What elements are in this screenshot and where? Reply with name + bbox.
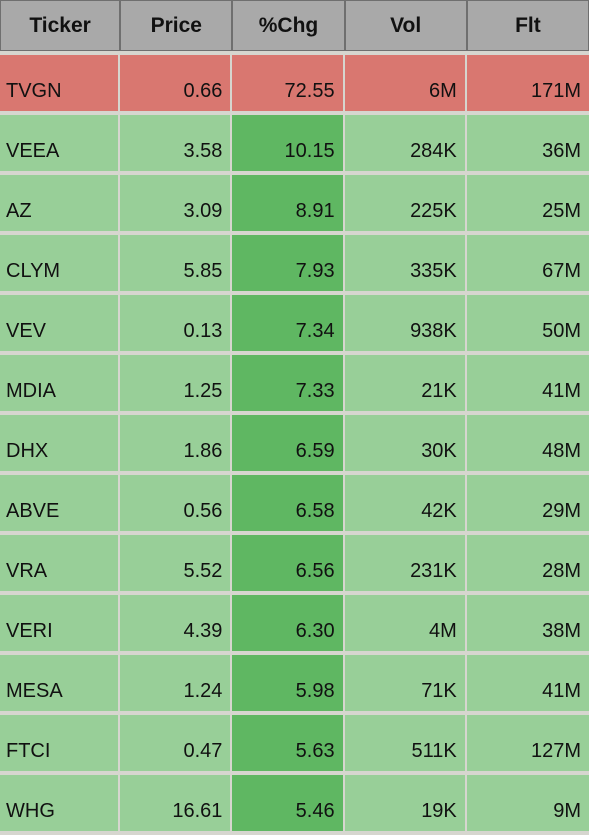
- table-row[interactable]: VRA5.526.56231K28M: [0, 531, 589, 591]
- table-row[interactable]: ABVE0.566.5842K29M: [0, 471, 589, 531]
- cell-ticker: VRA: [0, 531, 120, 591]
- cell-ticker: TVGN: [0, 51, 120, 111]
- col-header-price[interactable]: Price: [120, 0, 232, 51]
- cell-ticker: CLYM: [0, 231, 120, 291]
- cell-flt: 127M: [467, 711, 589, 771]
- cell-chg: 7.33: [232, 351, 344, 411]
- cell-ticker: AZ: [0, 171, 120, 231]
- cell-chg: 6.58: [232, 471, 344, 531]
- cell-ticker: VERI: [0, 591, 120, 651]
- cell-flt: 41M: [467, 351, 589, 411]
- cell-ticker: FTCI: [0, 711, 120, 771]
- cell-price: 3.58: [120, 111, 232, 171]
- col-header-chg[interactable]: %Chg: [232, 0, 344, 51]
- table-row[interactable]: TVGN0.6672.556M171M: [0, 51, 589, 111]
- cell-vol: 21K: [345, 351, 467, 411]
- table-row[interactable]: WHG16.615.4619K9M: [0, 771, 589, 831]
- cell-flt: 38M: [467, 591, 589, 651]
- cell-price: 1.86: [120, 411, 232, 471]
- cell-flt: 29M: [467, 471, 589, 531]
- col-header-vol[interactable]: Vol: [345, 0, 467, 51]
- cell-chg: 6.59: [232, 411, 344, 471]
- table-row[interactable]: AZ3.098.91225K25M: [0, 171, 589, 231]
- cell-flt: 50M: [467, 291, 589, 351]
- cell-vol: 938K: [345, 291, 467, 351]
- cell-flt: 67M: [467, 231, 589, 291]
- cell-vol: 335K: [345, 231, 467, 291]
- cell-vol: 4M: [345, 591, 467, 651]
- table-body: TVGN0.6672.556M171MVEEA3.5810.15284K36MA…: [0, 51, 589, 831]
- cell-price: 0.66: [120, 51, 232, 111]
- cell-ticker: WHG: [0, 771, 120, 831]
- cell-chg: 72.55: [232, 51, 344, 111]
- cell-vol: 71K: [345, 651, 467, 711]
- cell-ticker: VEV: [0, 291, 120, 351]
- cell-chg: 10.15: [232, 111, 344, 171]
- cell-flt: 41M: [467, 651, 589, 711]
- table-row[interactable]: CLYM5.857.93335K67M: [0, 231, 589, 291]
- cell-vol: 42K: [345, 471, 467, 531]
- cell-price: 0.47: [120, 711, 232, 771]
- table-row[interactable]: VEV0.137.34938K50M: [0, 291, 589, 351]
- cell-vol: 511K: [345, 711, 467, 771]
- cell-price: 16.61: [120, 771, 232, 831]
- cell-ticker: MDIA: [0, 351, 120, 411]
- cell-chg: 7.34: [232, 291, 344, 351]
- cell-flt: 171M: [467, 51, 589, 111]
- cell-vol: 30K: [345, 411, 467, 471]
- col-header-flt[interactable]: Flt: [467, 0, 589, 51]
- cell-price: 5.85: [120, 231, 232, 291]
- cell-price: 5.52: [120, 531, 232, 591]
- cell-chg: 5.63: [232, 711, 344, 771]
- cell-vol: 225K: [345, 171, 467, 231]
- cell-ticker: VEEA: [0, 111, 120, 171]
- cell-flt: 48M: [467, 411, 589, 471]
- stock-table: TickerPrice%ChgVolFlt TVGN0.6672.556M171…: [0, 0, 589, 831]
- cell-vol: 231K: [345, 531, 467, 591]
- cell-chg: 8.91: [232, 171, 344, 231]
- cell-ticker: ABVE: [0, 471, 120, 531]
- col-header-ticker[interactable]: Ticker: [0, 0, 120, 51]
- table-row[interactable]: VERI4.396.304M38M: [0, 591, 589, 651]
- cell-flt: 9M: [467, 771, 589, 831]
- cell-chg: 6.56: [232, 531, 344, 591]
- cell-price: 1.25: [120, 351, 232, 411]
- table-row[interactable]: MDIA1.257.3321K41M: [0, 351, 589, 411]
- cell-price: 3.09: [120, 171, 232, 231]
- cell-ticker: MESA: [0, 651, 120, 711]
- cell-price: 0.56: [120, 471, 232, 531]
- cell-chg: 6.30: [232, 591, 344, 651]
- table-row[interactable]: FTCI0.475.63511K127M: [0, 711, 589, 771]
- cell-chg: 5.98: [232, 651, 344, 711]
- cell-vol: 6M: [345, 51, 467, 111]
- table-row[interactable]: DHX1.866.5930K48M: [0, 411, 589, 471]
- cell-chg: 7.93: [232, 231, 344, 291]
- table-row[interactable]: VEEA3.5810.15284K36M: [0, 111, 589, 171]
- cell-vol: 19K: [345, 771, 467, 831]
- cell-vol: 284K: [345, 111, 467, 171]
- cell-flt: 36M: [467, 111, 589, 171]
- cell-ticker: DHX: [0, 411, 120, 471]
- cell-price: 0.13: [120, 291, 232, 351]
- cell-flt: 25M: [467, 171, 589, 231]
- cell-price: 4.39: [120, 591, 232, 651]
- cell-flt: 28M: [467, 531, 589, 591]
- table-row[interactable]: MESA1.245.9871K41M: [0, 651, 589, 711]
- cell-price: 1.24: [120, 651, 232, 711]
- cell-chg: 5.46: [232, 771, 344, 831]
- table-header-row: TickerPrice%ChgVolFlt: [0, 0, 589, 51]
